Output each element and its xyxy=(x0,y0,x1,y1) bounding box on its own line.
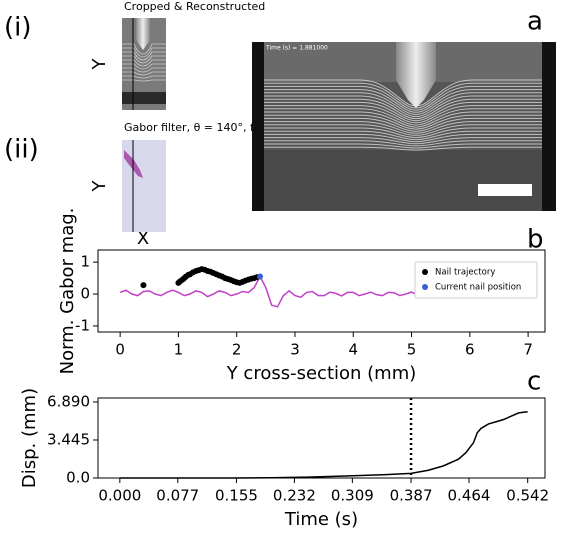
axis-label: Y xyxy=(89,58,110,71)
plot-frame xyxy=(97,249,546,333)
image-main: Time (s) = 1.881000 xyxy=(252,42,556,211)
x-tick-label: 2 xyxy=(232,341,242,359)
image-cropped xyxy=(122,18,166,110)
y-tick-label: 3.445 xyxy=(47,430,90,448)
x-tick-label: 7 xyxy=(523,341,533,359)
layer-stripe xyxy=(264,114,542,130)
data-point xyxy=(257,273,264,280)
y-tick-label: 0 xyxy=(80,285,90,303)
legend-label: Nail trajectory xyxy=(435,268,495,278)
layer-stripe xyxy=(122,47,166,58)
x-tick-label: 0.232 xyxy=(273,487,316,505)
image-gabor xyxy=(122,140,166,232)
layer-stripe xyxy=(122,63,166,70)
layer-stripe xyxy=(122,51,166,61)
layer-stripe xyxy=(122,75,166,79)
layer-stripe xyxy=(264,85,542,111)
y-tick-label: -1 xyxy=(75,316,90,334)
x-axis-label: Y cross-section (mm) xyxy=(226,363,417,384)
x-tick-label: 0.464 xyxy=(448,487,491,505)
x-tick-label: 0.309 xyxy=(331,487,374,505)
data-point xyxy=(140,282,147,289)
layer-stripe xyxy=(264,140,542,147)
x-tick-label: 0 xyxy=(115,341,125,359)
layer-stripe xyxy=(264,130,542,141)
layer-stripe xyxy=(122,55,166,64)
layer-stripe xyxy=(264,124,542,136)
layer-stripe xyxy=(264,101,542,122)
legend-marker xyxy=(422,269,428,275)
layer-stripe xyxy=(122,43,166,55)
x-tick-label: 6 xyxy=(465,341,475,359)
y-tick-label: 1 xyxy=(80,253,90,271)
layer-stripe xyxy=(264,105,542,124)
layer-stripe xyxy=(264,117,542,132)
layer-stripe xyxy=(122,71,166,76)
legend-box xyxy=(414,261,538,299)
layer-stripe xyxy=(264,146,542,151)
x-tick-label: 5 xyxy=(407,341,417,359)
axis-label: Y xyxy=(89,180,110,193)
legend-label: Current nail position xyxy=(435,283,521,293)
y-tick-label: 6.890 xyxy=(47,392,90,410)
x-axis-label: Time (s) xyxy=(284,509,358,530)
panel-label: (i) xyxy=(4,13,32,43)
x-tick-label: 0.000 xyxy=(98,487,141,505)
series-line xyxy=(119,411,528,479)
panel-label: b xyxy=(527,225,544,255)
layer-stripe xyxy=(264,121,542,134)
plot-frame xyxy=(97,397,546,479)
layer-stripe xyxy=(264,89,542,113)
layer-stripe xyxy=(264,137,542,145)
layer-stripe xyxy=(264,111,542,128)
layer-stripe xyxy=(264,127,542,139)
layer-stripe xyxy=(122,59,166,67)
axis-label: X xyxy=(137,228,149,249)
layer-stripe xyxy=(264,95,542,118)
x-tick-label: 0.542 xyxy=(506,487,549,505)
layer-stripe xyxy=(264,143,542,149)
y-tick-label: 0.0 xyxy=(66,469,90,487)
panel-label: a xyxy=(527,7,543,37)
x-tick-label: 3 xyxy=(290,341,300,359)
timestamp: Time (s) = 1.881000 xyxy=(265,45,328,52)
layer-stripe xyxy=(122,67,166,73)
y-axis-label: Disp. (mm) xyxy=(19,388,40,488)
x-tick-label: 4 xyxy=(348,341,358,359)
x-tick-label: 0.387 xyxy=(390,487,433,505)
layer-stripe xyxy=(264,133,542,143)
x-tick-label: 0.155 xyxy=(215,487,258,505)
layer-stripe xyxy=(264,108,542,126)
panel-label: c xyxy=(527,367,541,397)
panel-label: (ii) xyxy=(4,135,39,165)
layer-stripe xyxy=(264,92,542,115)
y-axis-label: Norm. Gabor mag. xyxy=(57,208,78,375)
x-tick-label: 0.077 xyxy=(156,487,199,505)
legend-marker xyxy=(422,284,428,290)
x-tick-label: 1 xyxy=(174,341,184,359)
layer-stripe xyxy=(264,98,542,120)
layer-stripe xyxy=(122,79,166,82)
layer-stripe xyxy=(264,82,542,109)
image-title: Cropped & Reconstructed xyxy=(124,0,265,13)
